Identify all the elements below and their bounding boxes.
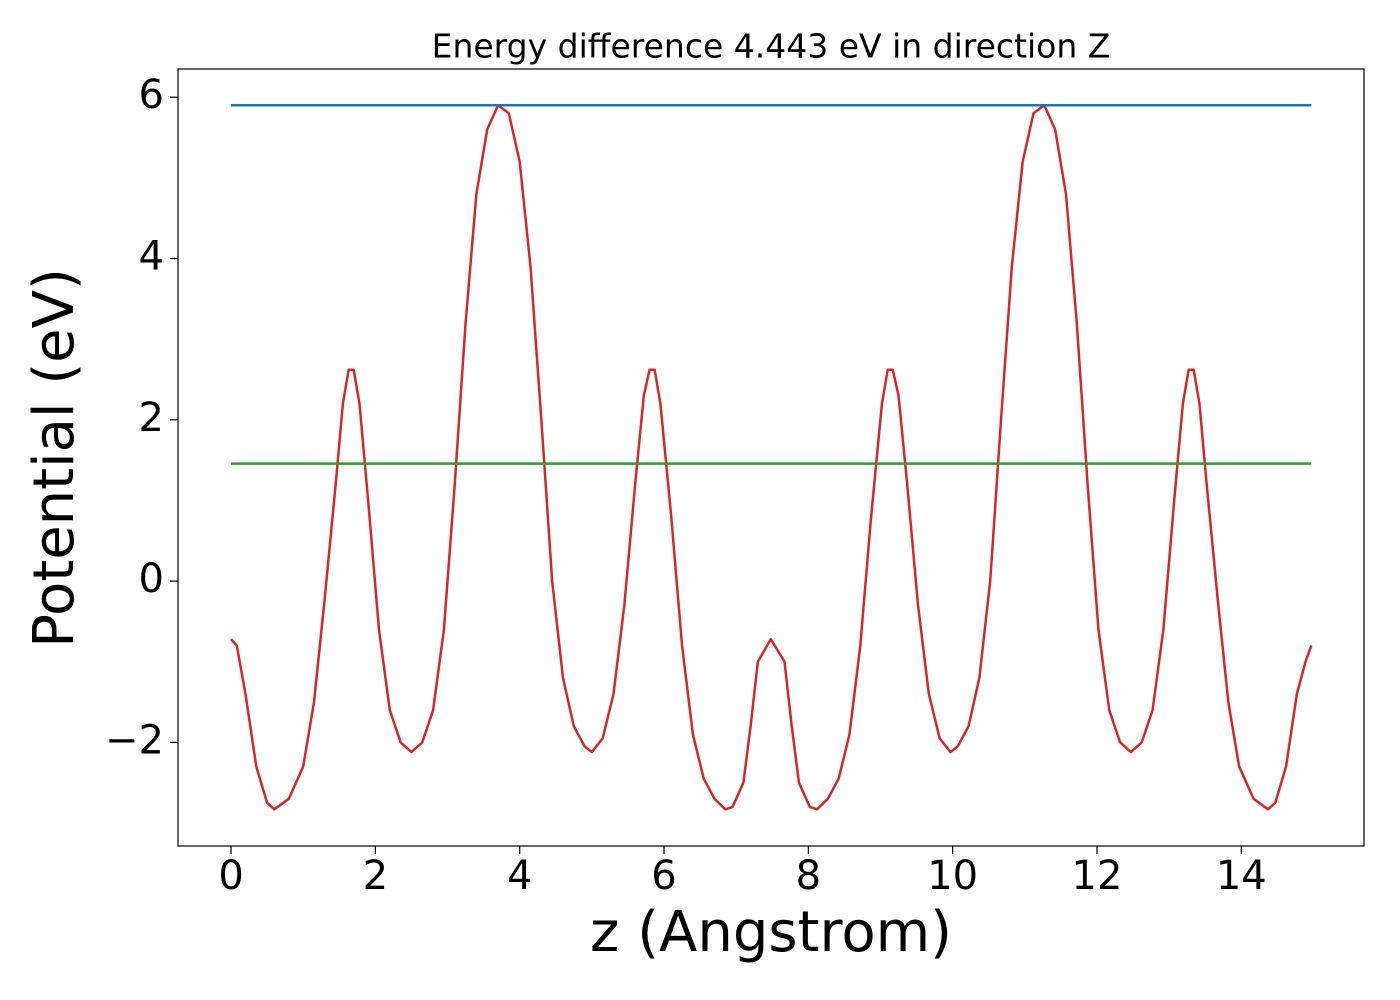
x-tick-label: 6 [651,853,676,899]
x-tick-label: 4 [507,853,532,899]
y-tick-label: −2 [105,717,164,763]
series-line [230,104,1313,811]
plot-frame [177,68,1365,847]
y-axis-label: Potential (eV) [22,268,87,648]
y-tick-label: 2 [139,395,164,441]
x-tick-label: 12 [1072,853,1123,899]
chart-title: Energy difference 4.443 eV in direction … [432,27,1111,66]
x-axis-label: z (Angstrom) [590,900,952,965]
y-tick-label: 0 [139,556,164,602]
x-tick-label: 8 [796,853,821,899]
y-tick-label: 6 [139,72,164,118]
y-tick-label: 4 [139,234,164,280]
x-tick-label: 2 [363,853,388,899]
x-tick-label: 14 [1216,853,1267,899]
x-tick-label: 0 [218,853,243,899]
x-tick-label: 10 [927,853,978,899]
